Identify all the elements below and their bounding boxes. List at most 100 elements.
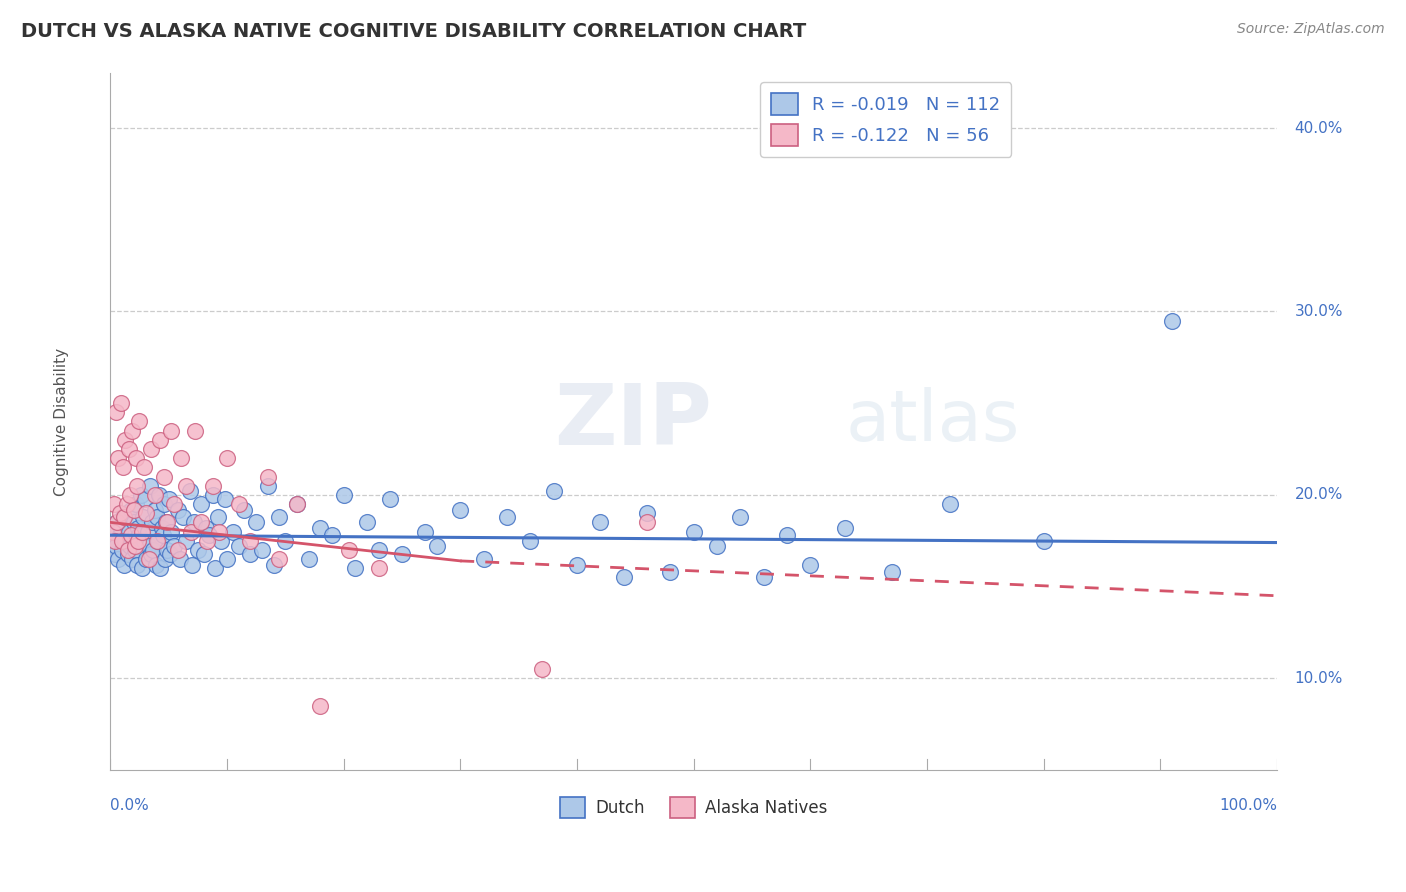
Point xyxy=(274,533,297,548)
Point xyxy=(339,542,361,557)
Point xyxy=(193,547,215,561)
Point xyxy=(233,502,256,516)
Point xyxy=(170,451,193,466)
Point xyxy=(138,539,160,553)
Point xyxy=(321,528,343,542)
Point xyxy=(204,561,226,575)
Point xyxy=(285,497,308,511)
Point xyxy=(117,547,139,561)
Point xyxy=(129,488,152,502)
Text: atlas: atlas xyxy=(845,387,1019,456)
Point xyxy=(730,509,752,524)
Point xyxy=(332,488,354,502)
Point xyxy=(449,502,471,516)
Point xyxy=(120,528,142,542)
Point xyxy=(250,542,273,557)
Point xyxy=(141,516,163,530)
Point xyxy=(285,497,308,511)
Point xyxy=(636,506,658,520)
Point xyxy=(103,497,125,511)
Point xyxy=(228,497,250,511)
Point xyxy=(183,516,205,530)
Point xyxy=(136,524,159,539)
Point xyxy=(174,533,197,548)
Point xyxy=(108,506,131,520)
Point xyxy=(1032,533,1054,548)
Point xyxy=(172,509,194,524)
Point xyxy=(174,478,197,492)
Point xyxy=(118,442,141,456)
Point xyxy=(111,533,134,548)
Point xyxy=(156,542,179,557)
Point xyxy=(112,558,135,572)
Point xyxy=(110,521,132,535)
Point xyxy=(138,552,160,566)
Point xyxy=(134,460,156,475)
Point xyxy=(107,451,129,466)
Point xyxy=(134,533,156,548)
Legend: Dutch, Alaska Natives: Dutch, Alaska Natives xyxy=(554,790,834,824)
Point xyxy=(141,442,163,456)
Point xyxy=(380,491,402,506)
Text: ZIP: ZIP xyxy=(554,380,711,463)
Point xyxy=(104,547,127,561)
Point xyxy=(114,533,136,548)
Point xyxy=(201,488,224,502)
Point xyxy=(163,539,186,553)
Point xyxy=(269,509,291,524)
Point xyxy=(309,698,332,713)
Point xyxy=(153,497,176,511)
Point xyxy=(187,542,209,557)
Point xyxy=(135,552,157,566)
Point xyxy=(167,502,190,516)
Point xyxy=(1161,313,1184,327)
Point xyxy=(149,433,172,447)
Point xyxy=(214,491,236,506)
Point xyxy=(367,542,389,557)
Point xyxy=(139,478,162,492)
Point xyxy=(108,528,131,542)
Point xyxy=(356,516,378,530)
Point xyxy=(496,509,519,524)
Text: 100.0%: 100.0% xyxy=(1219,797,1277,813)
Point xyxy=(120,539,142,553)
Point xyxy=(426,539,449,553)
Point xyxy=(141,547,163,561)
Point xyxy=(105,516,128,530)
Point xyxy=(117,542,139,557)
Point xyxy=(122,502,145,516)
Point xyxy=(472,552,495,566)
Point xyxy=(160,524,183,539)
Point xyxy=(118,524,141,539)
Point xyxy=(112,509,135,524)
Point xyxy=(156,516,179,530)
Point xyxy=(190,497,212,511)
Point xyxy=(939,497,962,511)
Point xyxy=(309,521,332,535)
Point xyxy=(367,561,389,575)
Point xyxy=(519,533,541,548)
Point xyxy=(269,552,291,566)
Point xyxy=(179,484,201,499)
Point xyxy=(114,433,136,447)
Point xyxy=(121,424,143,438)
Point xyxy=(150,521,173,535)
Point xyxy=(180,524,202,539)
Point xyxy=(706,539,728,553)
Point xyxy=(613,570,636,584)
Point xyxy=(208,524,231,539)
Point xyxy=(298,552,321,566)
Point xyxy=(148,488,170,502)
Point xyxy=(344,561,367,575)
Text: 0.0%: 0.0% xyxy=(110,797,149,813)
Text: 30.0%: 30.0% xyxy=(1295,304,1343,319)
Point xyxy=(413,524,436,539)
Point xyxy=(239,547,262,561)
Point xyxy=(143,502,166,516)
Point xyxy=(127,478,149,492)
Point xyxy=(125,497,148,511)
Point xyxy=(834,521,856,535)
Point xyxy=(799,558,821,572)
Point xyxy=(256,478,278,492)
Text: 10.0%: 10.0% xyxy=(1295,671,1343,686)
